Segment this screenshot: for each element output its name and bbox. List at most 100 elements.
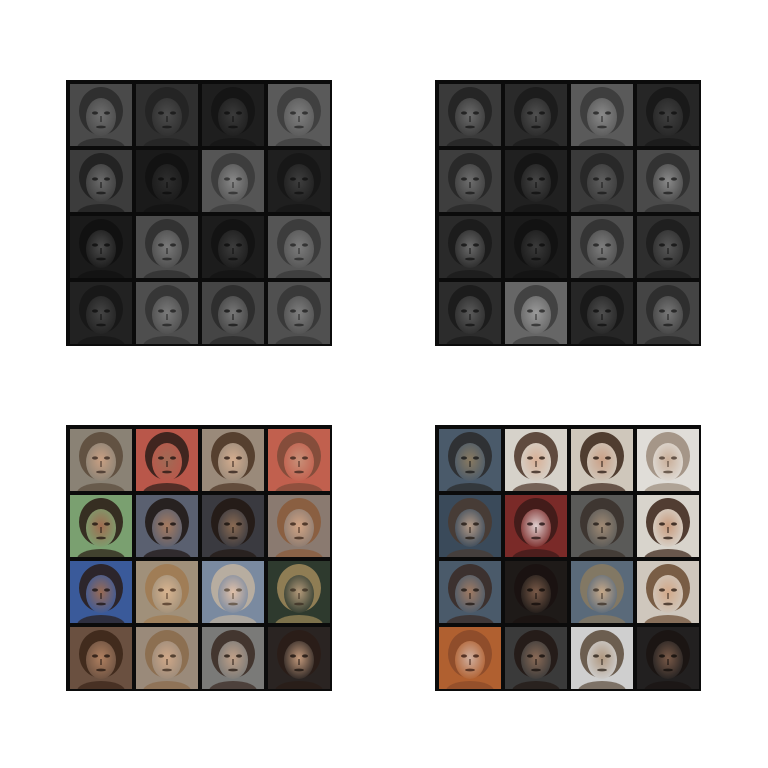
face-thumbnail bbox=[505, 282, 567, 344]
face-thumbnail-image bbox=[202, 150, 264, 212]
face-thumbnail bbox=[439, 84, 501, 146]
face-thumbnail bbox=[70, 282, 132, 344]
face-thumbnail bbox=[571, 627, 633, 689]
face-thumbnail bbox=[268, 627, 330, 689]
face-thumbnail-image bbox=[439, 429, 501, 491]
face-thumbnail bbox=[268, 84, 330, 146]
face-thumbnail-image bbox=[136, 84, 198, 146]
face-thumbnail-image bbox=[571, 150, 633, 212]
face-thumbnail-image bbox=[571, 216, 633, 278]
face-thumbnail bbox=[637, 561, 699, 623]
face-thumbnail bbox=[439, 216, 501, 278]
face-thumbnail bbox=[202, 429, 264, 491]
face-thumbnail bbox=[70, 561, 132, 623]
face-thumbnail bbox=[202, 150, 264, 212]
face-thumbnail-image bbox=[439, 84, 501, 146]
face-thumbnail-image bbox=[571, 282, 633, 344]
face-thumbnail bbox=[571, 429, 633, 491]
face-thumbnail bbox=[505, 150, 567, 212]
face-thumbnail-image bbox=[70, 84, 132, 146]
face-thumbnail bbox=[505, 627, 567, 689]
color-faces-grid-bottom-right bbox=[435, 425, 701, 691]
face-thumbnail bbox=[70, 495, 132, 557]
face-thumbnail-image bbox=[637, 429, 699, 491]
face-thumbnail bbox=[136, 150, 198, 212]
face-thumbnail bbox=[505, 84, 567, 146]
face-thumbnail-image bbox=[70, 561, 132, 623]
face-thumbnail bbox=[268, 429, 330, 491]
face-thumbnail-image bbox=[637, 282, 699, 344]
face-thumbnail-image bbox=[136, 495, 198, 557]
face-thumbnail-image bbox=[505, 627, 567, 689]
face-thumbnail bbox=[202, 561, 264, 623]
face-thumbnail-image bbox=[136, 150, 198, 212]
face-thumbnail-image bbox=[70, 627, 132, 689]
face-thumbnail-image bbox=[505, 84, 567, 146]
face-thumbnail-image bbox=[202, 429, 264, 491]
face-thumbnail bbox=[505, 429, 567, 491]
face-thumbnail-image bbox=[268, 282, 330, 344]
face-thumbnail bbox=[637, 282, 699, 344]
face-thumbnail bbox=[268, 216, 330, 278]
face-thumbnail bbox=[571, 495, 633, 557]
face-thumbnail bbox=[439, 282, 501, 344]
face-thumbnail bbox=[202, 84, 264, 146]
face-thumbnail-image bbox=[202, 282, 264, 344]
face-thumbnail bbox=[505, 561, 567, 623]
face-thumbnail bbox=[268, 495, 330, 557]
face-thumbnail bbox=[136, 627, 198, 689]
grayscale-faces-grid-top-left bbox=[66, 80, 332, 346]
face-thumbnail-image bbox=[202, 84, 264, 146]
face-thumbnail-image bbox=[136, 627, 198, 689]
face-thumbnail-image bbox=[571, 561, 633, 623]
face-thumbnail-image bbox=[505, 495, 567, 557]
face-thumbnail-image bbox=[439, 561, 501, 623]
face-thumbnail-image bbox=[268, 150, 330, 212]
face-thumbnail bbox=[136, 561, 198, 623]
face-thumbnail bbox=[439, 627, 501, 689]
face-thumbnail-image bbox=[268, 561, 330, 623]
face-thumbnail-image bbox=[505, 216, 567, 278]
face-thumbnail-image bbox=[202, 216, 264, 278]
face-thumbnail-image bbox=[505, 429, 567, 491]
face-thumbnail bbox=[637, 84, 699, 146]
face-thumbnail-image bbox=[136, 282, 198, 344]
face-thumbnail-image bbox=[70, 150, 132, 212]
face-thumbnail-image bbox=[70, 495, 132, 557]
face-thumbnail-image bbox=[268, 216, 330, 278]
face-thumbnail-image bbox=[571, 429, 633, 491]
face-thumbnail-image bbox=[439, 216, 501, 278]
face-thumbnail-image bbox=[571, 627, 633, 689]
face-thumbnail-image bbox=[637, 150, 699, 212]
face-thumbnail bbox=[637, 429, 699, 491]
face-thumbnail bbox=[136, 84, 198, 146]
face-thumbnail bbox=[439, 150, 501, 212]
face-thumbnail-image bbox=[439, 495, 501, 557]
face-thumbnail bbox=[268, 150, 330, 212]
face-thumbnail bbox=[637, 627, 699, 689]
face-thumbnail-image bbox=[70, 429, 132, 491]
face-thumbnail bbox=[571, 282, 633, 344]
face-thumbnail-image bbox=[136, 429, 198, 491]
face-thumbnail bbox=[202, 495, 264, 557]
face-thumbnail-image bbox=[505, 561, 567, 623]
face-thumbnail bbox=[70, 429, 132, 491]
face-thumbnail-image bbox=[637, 627, 699, 689]
face-thumbnail bbox=[202, 627, 264, 689]
face-thumbnail-image bbox=[202, 627, 264, 689]
face-thumbnail-image bbox=[136, 216, 198, 278]
face-thumbnail-image bbox=[439, 150, 501, 212]
face-thumbnail-image bbox=[571, 84, 633, 146]
face-thumbnail bbox=[268, 282, 330, 344]
face-thumbnail-image bbox=[202, 561, 264, 623]
face-thumbnail bbox=[439, 561, 501, 623]
face-thumbnail-image bbox=[439, 627, 501, 689]
face-thumbnail bbox=[571, 84, 633, 146]
face-thumbnail-image bbox=[70, 282, 132, 344]
face-thumbnail bbox=[202, 216, 264, 278]
face-thumbnail-image bbox=[136, 561, 198, 623]
face-thumbnail bbox=[439, 429, 501, 491]
face-thumbnail-image bbox=[268, 84, 330, 146]
face-thumbnail bbox=[571, 150, 633, 212]
